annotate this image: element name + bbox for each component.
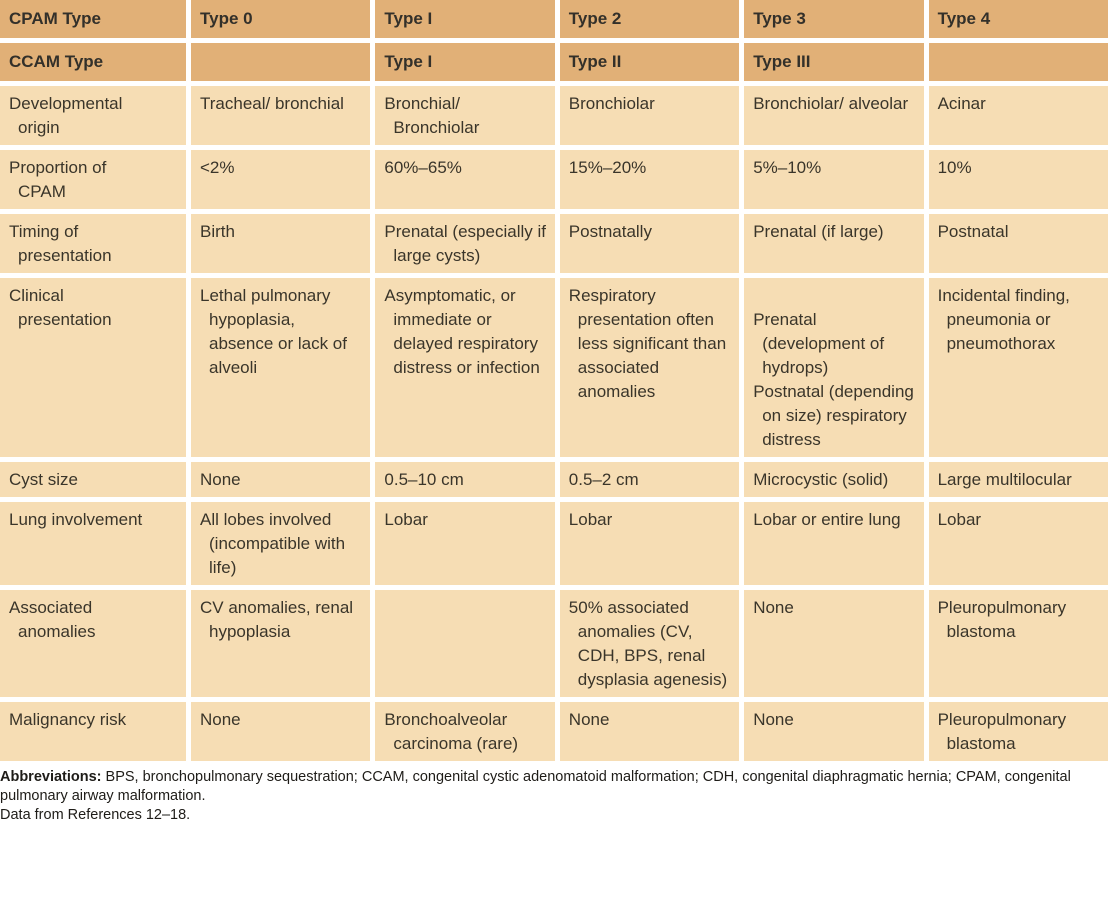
table-footnotes: Abbreviations: BPS, bronchopulmonary seq… xyxy=(0,768,1116,825)
data-cell: 50% associated anomalies (CV, CDH, BPS, … xyxy=(559,590,740,697)
data-cell: Prenatal (development of hydrops) Postnat… xyxy=(744,278,924,457)
data-cell: Postnatally xyxy=(559,214,740,273)
row-label-cell: Developmental origin xyxy=(0,86,186,145)
cpam-ccam-comparison-table: CPAM Type Type 0 Type I Type 2 Type 3 Ty… xyxy=(0,0,1108,761)
data-cell: Lobar xyxy=(559,502,740,585)
data-cell: All lobes involved (incompatible with li… xyxy=(191,502,371,585)
row-label-cell: Proportion of CPAM xyxy=(0,150,186,209)
data-cell: 10% xyxy=(928,150,1108,209)
table-grid: CPAM Type Type 0 Type I Type 2 Type 3 Ty… xyxy=(0,0,1108,761)
data-cell: Bronchial/ Bronchiolar xyxy=(375,86,555,145)
data-cell: None xyxy=(744,702,924,761)
column-header-cell: Type 2 xyxy=(559,0,740,38)
data-cell: CV anomalies, renal hypoplasia xyxy=(191,590,371,697)
data-cell: Birth xyxy=(191,214,371,273)
column-header-cell: Type 0 xyxy=(191,0,371,38)
column-header-cell: Type III xyxy=(744,43,924,81)
data-cell: Acinar xyxy=(928,86,1108,145)
column-header-cell: Type II xyxy=(559,43,740,81)
data-cell: 15%–20% xyxy=(559,150,740,209)
data-cell xyxy=(375,590,555,697)
row-label-cpam-type: CPAM Type xyxy=(0,0,186,38)
data-cell: Lobar or entire lung xyxy=(744,502,924,585)
row-label-cell: Malignancy risk xyxy=(0,702,186,761)
data-cell: Microcystic (solid) xyxy=(744,462,924,497)
data-cell: Postnatal xyxy=(928,214,1108,273)
column-header-cell xyxy=(928,43,1108,81)
data-cell: 60%–65% xyxy=(375,150,555,209)
column-header-cell: Type I xyxy=(375,43,555,81)
row-label-ccam-type: CCAM Type xyxy=(0,43,186,81)
column-header-cell: Type I xyxy=(375,0,555,38)
row-label-cell: Lung involvement xyxy=(0,502,186,585)
data-cell: Prenatal (especially if large cysts) xyxy=(375,214,555,273)
column-header-cell xyxy=(191,43,371,81)
data-cell: Asymptomatic, or immediate or delayed re… xyxy=(375,278,555,457)
data-cell: Tracheal/ bronchial xyxy=(191,86,371,145)
data-cell: <2% xyxy=(191,150,371,209)
data-cell: Lobar xyxy=(928,502,1108,585)
row-label-cell: Clinical presentation xyxy=(0,278,186,457)
column-header-cell: Type 3 xyxy=(744,0,924,38)
data-cell: Respiratory presentation often less sign… xyxy=(559,278,740,457)
data-cell: None xyxy=(191,462,371,497)
footnote-abbreviations: Abbreviations: BPS, bronchopulmonary seq… xyxy=(0,768,1114,806)
data-cell: Bronchiolar/ alveolar xyxy=(744,86,924,145)
row-label-cell: Associated anomalies xyxy=(0,590,186,697)
abbreviations-text: BPS, bronchopulmonary sequestration; CCA… xyxy=(0,769,1071,804)
data-cell: Bronchoalveolar carcinoma (rare) xyxy=(375,702,555,761)
row-label-cell: Timing of presentation xyxy=(0,214,186,273)
data-cell: Pleuropulmonary blastoma xyxy=(928,702,1108,761)
data-cell: Large multilocular xyxy=(928,462,1108,497)
data-cell: Bronchiolar xyxy=(559,86,740,145)
row-label-cell: Cyst size xyxy=(0,462,186,497)
data-cell: None xyxy=(559,702,740,761)
data-cell: Lethal pulmonary hypoplasia, absence or … xyxy=(191,278,371,457)
column-header-cell: Type 4 xyxy=(928,0,1108,38)
data-cell: None xyxy=(191,702,371,761)
data-cell: 5%–10% xyxy=(744,150,924,209)
data-cell: Prenatal (if large) xyxy=(744,214,924,273)
data-cell: Incidental finding, pneumonia or pneumot… xyxy=(928,278,1108,457)
data-cell: Pleuropulmonary blastoma xyxy=(928,590,1108,697)
data-cell: 0.5–10 cm xyxy=(375,462,555,497)
abbreviations-label: Abbreviations: xyxy=(0,769,102,785)
data-cell: Lobar xyxy=(375,502,555,585)
data-cell: 0.5–2 cm xyxy=(559,462,740,497)
footnote-data-source: Data from References 12–18. xyxy=(0,807,191,823)
data-cell: None xyxy=(744,590,924,697)
